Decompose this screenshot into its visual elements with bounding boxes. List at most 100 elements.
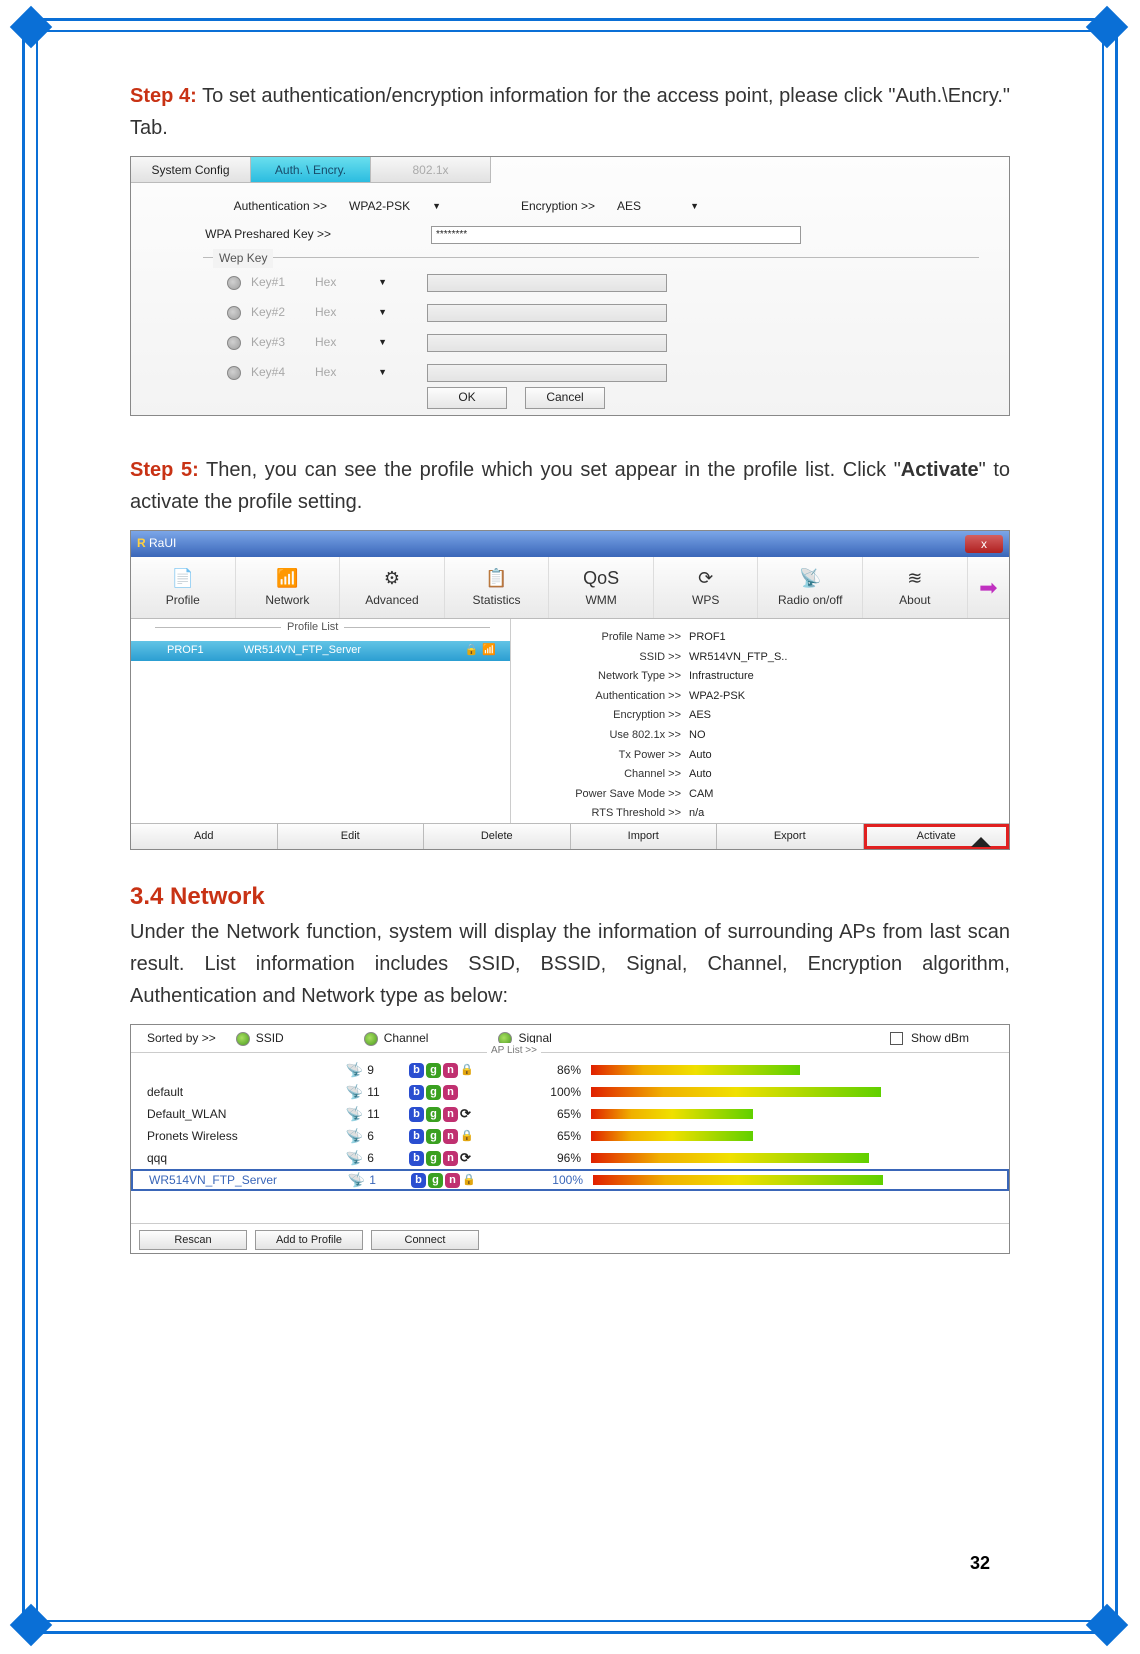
expand-arrow-icon[interactable]: [971, 837, 991, 847]
ap-signal-text: 65%: [539, 1105, 591, 1124]
chevron-down-icon: ▼: [378, 275, 387, 289]
ap-modes: bgn🔒: [411, 1172, 541, 1190]
mode-n-icon: n: [443, 1129, 458, 1144]
cycle-icon: ⟳: [460, 1104, 471, 1125]
chevron-down-icon: ▼: [432, 199, 441, 213]
export-button[interactable]: Export: [717, 824, 864, 849]
mode-n-icon: n: [443, 1151, 458, 1166]
detail-value: WR514VN_FTP_S..: [689, 649, 787, 667]
step5-paragraph: Step 5: Then, you can see the profile wh…: [130, 454, 1010, 518]
sort-label: Sorted by >>: [147, 1029, 216, 1048]
detail-label: Use 802.1x >>: [531, 727, 681, 745]
auth-encry-screenshot: System Config Auth. \ Encry. 802.1x Auth…: [130, 156, 1010, 416]
detail-value: WPA2-PSK: [689, 688, 745, 706]
detail-row: Channel >>Auto: [531, 766, 989, 784]
sort-ssid[interactable]: SSID: [236, 1029, 284, 1048]
wep-key-input[interactable]: [427, 304, 667, 322]
ap-signal-text: 96%: [539, 1149, 591, 1168]
wep-hex-dropdown[interactable]: Hex▼: [311, 364, 391, 382]
enc-label: Encryption >>: [485, 197, 595, 216]
toolbar-network[interactable]: 📶Network: [236, 557, 341, 618]
toolbar-profile[interactable]: 📄Profile: [131, 557, 236, 618]
ap-row[interactable]: WR514VN_FTP_Server📡1bgn🔒100%: [131, 1169, 1009, 1191]
toolbar-statistics[interactable]: 📋Statistics: [445, 557, 550, 618]
profile-ssid: WR514VN_FTP_Server: [244, 642, 361, 660]
add-button[interactable]: Add: [131, 824, 278, 849]
wep-key-input[interactable]: [427, 274, 667, 292]
wep-title: Wep Key: [213, 249, 273, 268]
show-dbm-checkbox[interactable]: [890, 1032, 903, 1045]
toolbar-icon: 📶: [273, 565, 301, 591]
auth-dropdown[interactable]: WPA2-PSK▼: [345, 198, 445, 216]
page-number: 32: [970, 1553, 990, 1574]
tab-802-1x[interactable]: 802.1x: [371, 157, 491, 183]
connect-button[interactable]: Connect: [371, 1230, 479, 1250]
wep-key-row: Key#2Hex▼: [227, 303, 667, 322]
mode-b-icon: b: [409, 1129, 424, 1144]
detail-value: AES: [689, 707, 711, 725]
wep-key-radio[interactable]: [227, 306, 241, 320]
detail-label: Power Save Mode >>: [531, 786, 681, 804]
ap-row[interactable]: Pronets Wireless📡6bgn🔒65%: [131, 1125, 1009, 1147]
tab-auth-encry[interactable]: Auth. \ Encry.: [251, 157, 371, 183]
edit-button[interactable]: Edit: [278, 824, 425, 849]
ap-signal-bar: [591, 1131, 881, 1141]
profile-row-selected[interactable]: PROF1 WR514VN_FTP_Server 🔒 📶: [131, 641, 510, 661]
wep-key-row: Key#3Hex▼: [227, 333, 667, 352]
ap-row[interactable]: qqq📡6bgn⟳96%: [131, 1147, 1009, 1169]
wep-key-label: Key#4: [251, 363, 301, 382]
section-heading: 3.4 Network: [130, 878, 1010, 916]
wep-hex-dropdown[interactable]: Hex▼: [311, 334, 391, 352]
detail-row: Profile Name >>PROF1: [531, 629, 989, 647]
toolbar-wps[interactable]: ⟳WPS: [654, 557, 759, 618]
delete-button[interactable]: Delete: [424, 824, 571, 849]
toolbar-advanced[interactable]: ⚙Advanced: [340, 557, 445, 618]
arrow-right-icon: ➡: [974, 575, 1002, 601]
ap-list-label: AP List >>: [487, 1043, 541, 1059]
ap-modes: bgn: [409, 1085, 539, 1100]
mode-b-icon: b: [409, 1107, 424, 1122]
wep-key-input[interactable]: [427, 334, 667, 352]
toolbar-wmm[interactable]: QoSWMM: [549, 557, 654, 618]
detail-row: Tx Power >>Auto: [531, 747, 989, 765]
wep-key-radio[interactable]: [227, 336, 241, 350]
wep-key-radio[interactable]: [227, 276, 241, 290]
enc-dropdown[interactable]: AES▼: [613, 198, 703, 216]
ap-row[interactable]: Default_WLAN📡11bgn⟳65%: [131, 1103, 1009, 1125]
close-button[interactable]: x: [965, 535, 1003, 553]
psk-input[interactable]: ********: [431, 226, 801, 244]
mode-g-icon: g: [426, 1151, 441, 1166]
detail-label: Tx Power >>: [531, 747, 681, 765]
ap-ssid: qqq: [147, 1149, 347, 1168]
mode-g-icon: g: [426, 1085, 441, 1100]
mode-n-icon: n: [443, 1063, 458, 1078]
add-to-profile-button[interactable]: Add to Profile: [255, 1230, 363, 1250]
rescan-button[interactable]: Rescan: [139, 1230, 247, 1250]
wep-hex-dropdown[interactable]: Hex▼: [311, 304, 391, 322]
wep-hex-dropdown[interactable]: Hex▼: [311, 274, 391, 292]
mode-g-icon: g: [426, 1063, 441, 1078]
detail-row: SSID >>WR514VN_FTP_S..: [531, 649, 989, 667]
step5-label: Step 5:: [130, 459, 199, 481]
wep-key-input[interactable]: [427, 364, 667, 382]
mode-b-icon: b: [411, 1173, 426, 1188]
tab-system-config[interactable]: System Config: [131, 157, 251, 183]
toolbar-radio-on-off[interactable]: 📡Radio on/off: [758, 557, 863, 618]
toolbar-about[interactable]: ≋About: [863, 557, 968, 618]
toolbar-icon: 📋: [483, 565, 511, 591]
auth-label: Authentication >>: [207, 197, 327, 216]
ap-row[interactable]: 📡9bgn🔒86%: [131, 1059, 1009, 1081]
ap-row[interactable]: default📡11bgn100%: [131, 1081, 1009, 1103]
cancel-button[interactable]: Cancel: [525, 387, 605, 409]
detail-value: CAM: [689, 786, 713, 804]
network-screenshot: Sorted by >> SSID Channel Signal Show dB…: [130, 1024, 1010, 1254]
wep-key-radio[interactable]: [227, 366, 241, 380]
detail-value: Auto: [689, 766, 712, 784]
toolbar-next[interactable]: ➡: [968, 557, 1009, 618]
chevron-down-icon: ▼: [690, 199, 699, 213]
ap-channel: 📡6: [347, 1148, 409, 1169]
sort-channel[interactable]: Channel: [364, 1029, 429, 1048]
ok-button[interactable]: OK: [427, 387, 507, 409]
import-button[interactable]: Import: [571, 824, 718, 849]
chevron-down-icon: ▼: [378, 365, 387, 379]
